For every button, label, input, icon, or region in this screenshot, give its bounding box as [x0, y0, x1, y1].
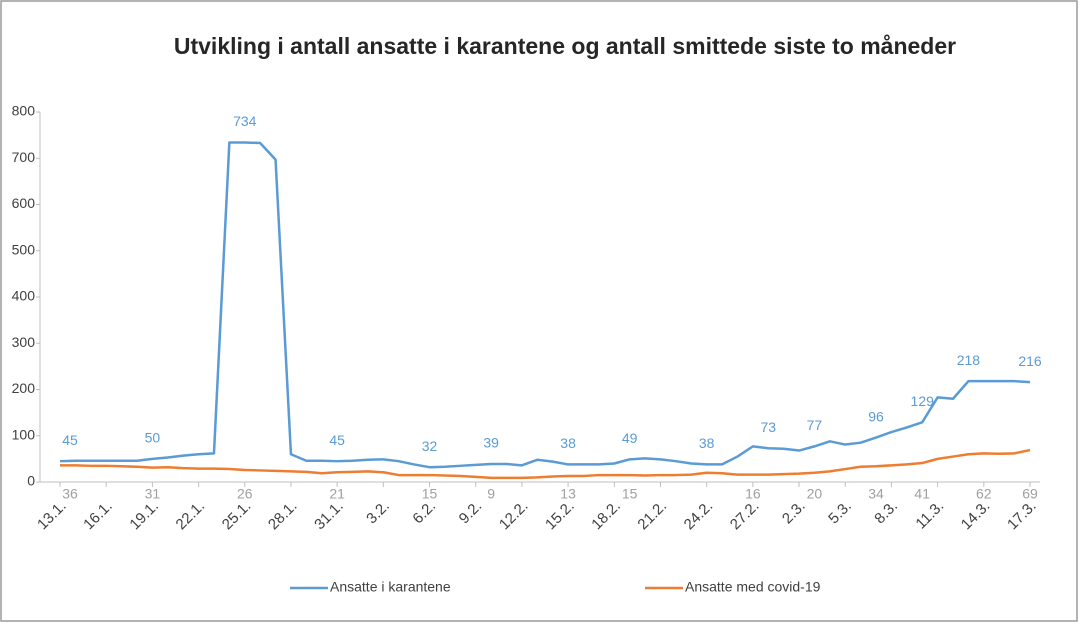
chart-title: Utvikling i antall ansatte i karantene o…	[174, 33, 956, 59]
data-label: 32	[422, 438, 438, 454]
data-label: 77	[807, 417, 823, 433]
data-label: 16	[745, 486, 761, 502]
data-label: 38	[560, 435, 576, 451]
data-label: 50	[145, 430, 161, 446]
y-tick-label: 500	[12, 241, 36, 257]
y-tick-label: 100	[12, 426, 36, 442]
y-tick-label: 700	[12, 149, 36, 165]
data-label: 13	[560, 486, 576, 502]
data-label: 34	[868, 486, 884, 502]
y-tick-label: 800	[12, 103, 36, 119]
y-tick-label: 600	[12, 195, 36, 211]
data-label: 218	[957, 352, 981, 368]
data-label: 15	[422, 486, 438, 502]
data-label: 129	[911, 393, 935, 409]
data-label: 73	[760, 419, 776, 435]
data-label: 41	[914, 486, 930, 502]
series-line	[59, 141, 1031, 469]
series-line	[60, 448, 1031, 480]
data-label: 21	[329, 486, 345, 502]
y-tick-label: 0	[27, 473, 35, 489]
legend-label: Ansatte med covid-19	[685, 579, 821, 595]
data-label: 45	[329, 432, 345, 448]
y-tick-label: 200	[12, 380, 36, 396]
data-label: 96	[868, 408, 884, 424]
data-label: 36	[62, 486, 78, 502]
data-label: 9	[487, 486, 495, 502]
data-label: 69	[1022, 486, 1038, 502]
data-label: 26	[237, 486, 253, 502]
data-label: 216	[1018, 353, 1042, 369]
data-label: 20	[807, 486, 823, 502]
data-label: 39	[483, 435, 499, 451]
y-tick-label: 400	[12, 288, 36, 304]
data-label: 15	[622, 486, 638, 502]
data-label: 734	[233, 113, 257, 129]
data-label: 38	[699, 435, 715, 451]
legend-label: Ansatte i karantene	[330, 579, 451, 595]
data-label: 62	[976, 486, 992, 502]
data-label: 31	[145, 486, 161, 502]
data-label: 49	[622, 430, 638, 446]
y-tick-label: 300	[12, 334, 36, 350]
data-label: 45	[62, 432, 78, 448]
